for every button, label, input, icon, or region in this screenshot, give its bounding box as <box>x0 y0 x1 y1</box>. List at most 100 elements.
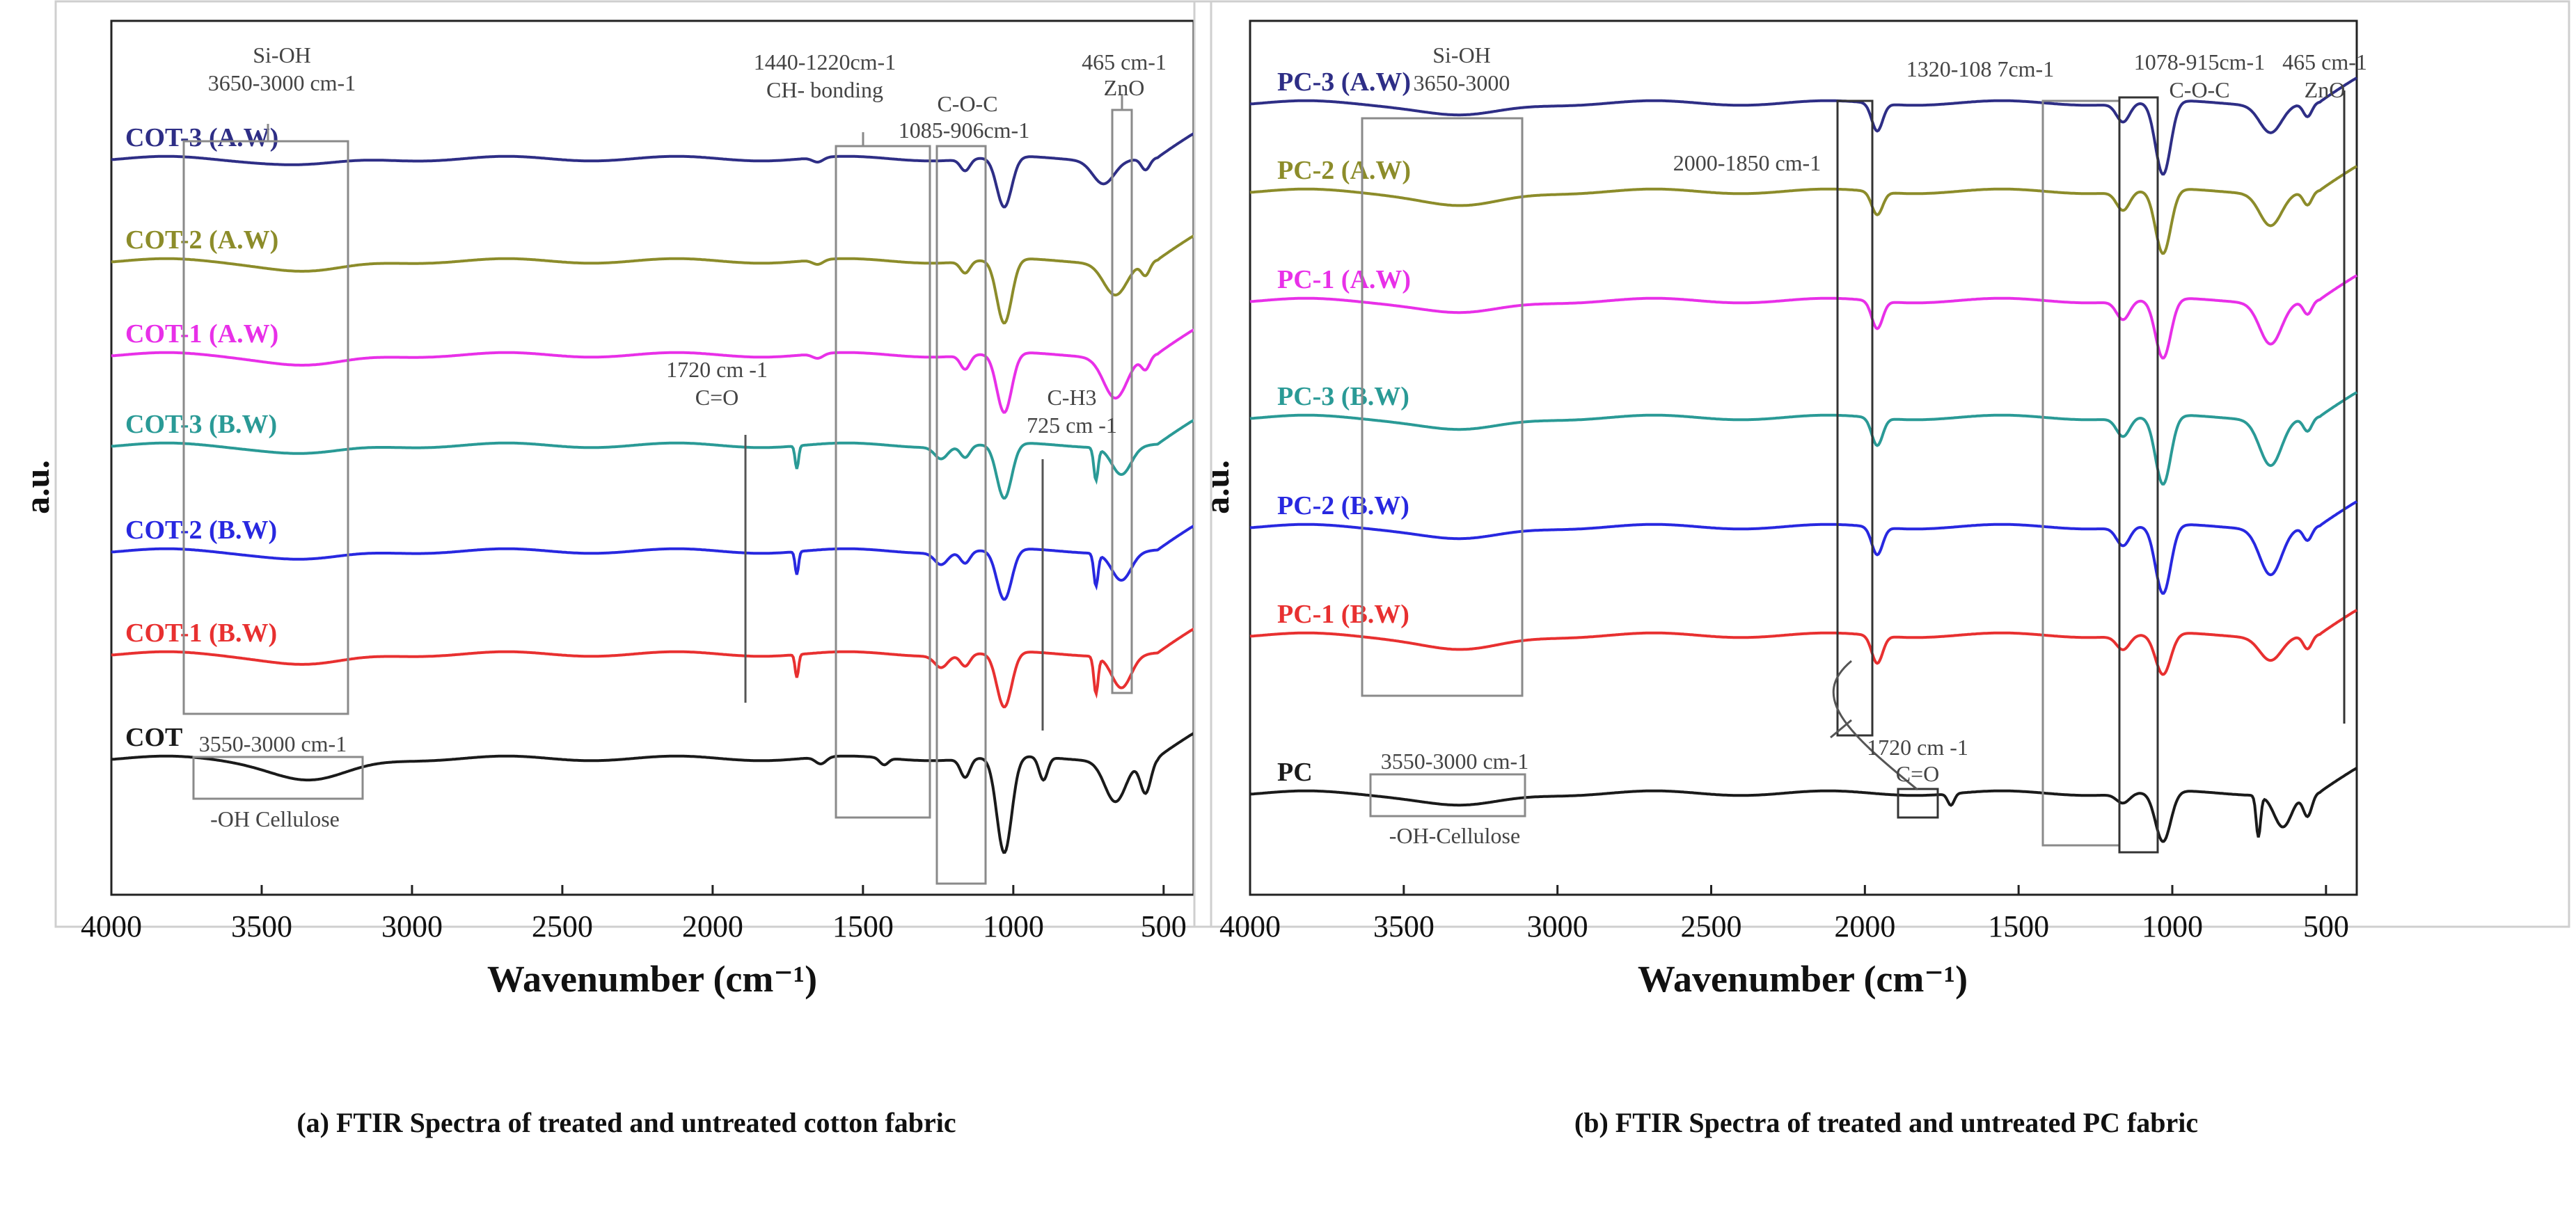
series-line-cot-2-b-w <box>111 525 1195 601</box>
x-tick-label: 3000 <box>381 909 443 943</box>
x-tick-label: 3500 <box>1373 909 1435 943</box>
series-label: PC-3 (A.W) <box>1277 67 1411 97</box>
x-tick-label: 2000 <box>682 909 743 943</box>
x-tick-label: 500 <box>2303 909 2349 943</box>
series-line-cot-1-a-w <box>111 328 1195 414</box>
annotation-co-range-b: 1720 cm -1 <box>1867 735 1968 760</box>
series-label: COT-2 (A.W) <box>125 225 278 255</box>
panel-a-frame <box>54 0 1212 928</box>
series-line-pc-2-b-w <box>1249 500 2358 595</box>
annotation-oh-label: -OH Cellulose <box>210 806 340 831</box>
series-line-cot-2-a-w <box>111 234 1195 325</box>
panel-b-series <box>1249 77 2358 843</box>
panel-b-plot-area <box>1249 19 2358 896</box>
panel-a-cotton: 4000 3500 3000 2500 2000 1500 1000 500 Wavenumb… <box>17 0 1212 1000</box>
panel-b-annotation-markers <box>1361 90 2346 854</box>
co-region-box-b <box>1897 788 1939 819</box>
annotation-ch-range: 1440-1220cm-1 <box>754 49 896 74</box>
band-1320-region-box <box>2041 99 2121 847</box>
annotation-oh-range-b: 3550-3000 cm-1 <box>1381 749 1528 774</box>
annotation-oh-label-b: -OH-Cellulose <box>1389 823 1520 848</box>
series-line-pc-2-a-w <box>1249 165 2358 255</box>
annotation-2000-range: 2000-1850 cm-1 <box>1673 150 1821 175</box>
oh-cellulose-region-box <box>192 756 364 800</box>
annotation-siOH-range: 3650-3000 cm-1 <box>208 70 356 95</box>
annotation-siOH-range-b: 3650-3000 <box>1414 70 1510 95</box>
panel-a-x-axis: 4000 3500 3000 2500 2000 1500 1000 500 <box>81 885 1187 943</box>
series-line-pc-3-a-w <box>1249 77 2358 176</box>
panel-a-legend-labels: COT-3 (A.W) COT-2 (A.W) COT-1 (A.W) COT-3 (… <box>125 123 278 752</box>
oh-cellulose-region-box-b <box>1369 773 1526 818</box>
series-label: PC-1 (B.W) <box>1277 600 1409 629</box>
panel-a-x-axis-label: Wavenumber (cm⁻¹) <box>487 958 817 1000</box>
annotation-zno-label: ZnO <box>1104 75 1145 100</box>
annotation-ch3-label: C-H3 <box>1047 385 1096 410</box>
x-tick-label: 1500 <box>1988 909 2049 943</box>
x-tick-label: 4000 <box>1219 909 1281 943</box>
x-tick-label: 1000 <box>983 909 1044 943</box>
panel-a-y-axis-label: a.u. <box>17 460 56 514</box>
series-label: COT <box>125 723 182 752</box>
panel-b-y-axis-label: a.u. <box>1197 460 1236 514</box>
co-leader-tail <box>1830 719 1852 739</box>
annotation-coc-label: C-O-C <box>937 91 997 116</box>
panel-a-series <box>111 132 1195 854</box>
series-line-pc-3-b-w <box>1249 391 2358 486</box>
caption-a: (a) FTIR Spectra of treated and untreate… <box>297 1107 956 1138</box>
series-line-cot-1-b-w <box>111 628 1195 709</box>
annotation-zno-range-b: 465 cm-1 <box>2282 49 2367 74</box>
series-label: COT-2 (B.W) <box>125 516 277 545</box>
x-tick-label: 2500 <box>1681 909 1742 943</box>
panel-b-x-axis: 4000 3500 3000 2500 2000 1500 1000 500 <box>1219 885 2349 943</box>
panel-b-x-axis-label: Wavenumber (cm⁻¹) <box>1638 958 1968 1000</box>
co-leader-curve <box>1832 660 1918 791</box>
panel-a-annotation-markers <box>182 94 1133 885</box>
zno-region-box <box>1111 109 1133 694</box>
annotation-coc-range-b: 1078-915cm-1 <box>2134 49 2265 74</box>
series-label: COT-3 (B.W) <box>125 410 277 439</box>
series-line-pc <box>1249 767 2358 843</box>
annotation-co-label-b: C=O <box>1896 761 1940 786</box>
panel-b-frame <box>1193 0 2570 928</box>
series-label: PC-1 (A.W) <box>1277 265 1411 294</box>
x-tick-label: 1500 <box>832 909 894 943</box>
coc-region-box <box>935 145 987 885</box>
x-tick-label: 1000 <box>2142 909 2203 943</box>
x-tick-label: 3000 <box>1527 909 1588 943</box>
series-label: PC <box>1277 758 1313 787</box>
series-label: PC-2 (A.W) <box>1277 156 1411 185</box>
annotation-coc-label-b: C-O-C <box>2169 77 2229 102</box>
annotation-ch-label: CH- bonding <box>766 77 883 102</box>
siOH-region-box <box>182 140 349 715</box>
ch-bonding-region-box <box>835 145 931 819</box>
x-tick-label: 2000 <box>1834 909 1895 943</box>
series-line-cot <box>111 732 1195 854</box>
annotation-co-range: 1720 cm -1 <box>666 357 768 382</box>
annotation-oh-range: 3550-3000 cm-1 <box>199 731 347 756</box>
panel-a-annotations: Si-OH 3650-3000 cm-1 1440-1220cm-1 CH- b… <box>199 42 1167 831</box>
siOH-region-box-b <box>1361 117 1524 697</box>
series-label: PC-3 (B.W) <box>1277 382 1409 411</box>
annotation-zno-range: 465 cm-1 <box>1082 49 1167 74</box>
panel-b-pc: 4000 3500 3000 2500 2000 1500 1000 500 Wavenumb… <box>1193 0 2570 1000</box>
series-line-cot-3-a-w <box>111 132 1195 209</box>
annotation-1320-range: 1320-108 7cm-1 <box>1906 56 2054 81</box>
x-tick-label: 3500 <box>231 909 292 943</box>
series-label: PC-2 (B.W) <box>1277 491 1409 520</box>
series-line-cot-3-b-w <box>111 419 1195 500</box>
annotation-ch3-range: 725 cm -1 <box>1027 413 1117 438</box>
series-label: COT-1 (B.W) <box>125 619 277 648</box>
annotation-siOH-label-b: Si-OH <box>1432 42 1491 67</box>
x-tick-label: 4000 <box>81 909 142 943</box>
annotation-siOH-label: Si-OH <box>253 42 311 67</box>
panel-b-legend-labels: PC-3 (A.W) PC-2 (A.W) PC-1 (A.W) PC-3 (B.W)… <box>1277 67 1411 787</box>
series-line-pc-1-a-w <box>1249 274 2358 360</box>
coc-region-box-b <box>2118 96 2159 854</box>
band-2000-region-box <box>1836 99 1874 737</box>
series-label: COT-1 (A.W) <box>125 319 278 349</box>
caption-b: (b) FTIR Spectra of treated and untreate… <box>1574 1107 2199 1138</box>
series-line-pc-1-b-w <box>1249 609 2358 676</box>
annotation-co-label: C=O <box>695 385 739 410</box>
series-label: COT-3 (A.W) <box>125 123 278 152</box>
